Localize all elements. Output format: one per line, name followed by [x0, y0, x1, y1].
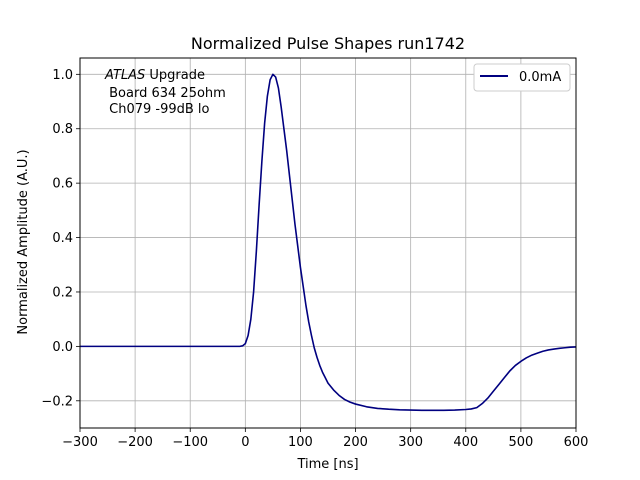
x-tick-label: −100: [172, 435, 208, 450]
legend-box: [473, 63, 571, 92]
x-tick-label: 0: [241, 435, 249, 450]
chart-title: Normalized Pulse Shapes run1742: [191, 34, 465, 53]
y-tick-label: 0.6: [52, 177, 73, 192]
y-tick-label: −0.2: [41, 394, 73, 409]
x-tick-label: 200: [343, 435, 368, 450]
x-tick-label: 300: [398, 435, 423, 450]
x-axis-label: Time [ns]: [296, 457, 358, 472]
y-tick-label: 0.0: [52, 340, 73, 355]
y-tick-label: 0.8: [52, 122, 73, 137]
annotation-line-2: Board 634 25ohm: [105, 86, 226, 101]
y-axis-label: Normalized Amplitude (A.U.): [16, 149, 31, 334]
series-layer: [80, 73, 577, 412]
x-tick-label: 100: [288, 435, 313, 450]
atlas-annotation: ATLAS Upgrade Board 634 25ohm Ch079 -99d…: [104, 68, 226, 117]
x-tick-label: 400: [453, 435, 478, 450]
series-line-0.0mA: [80, 73, 577, 412]
y-tick-label: 1.0: [52, 68, 73, 83]
plot-frame: [79, 57, 577, 429]
x-tick-label: −300: [62, 435, 98, 450]
annotation-line-3: Ch079 -99dB lo: [105, 102, 210, 117]
x-tick-label: −200: [117, 435, 153, 450]
annotation-atlas-italic: ATLAS: [104, 68, 145, 83]
legend-label: 0.0mA: [519, 70, 561, 85]
y-tick-label: 0.4: [52, 231, 73, 246]
legend: 0.0mA: [473, 63, 571, 92]
x-tick-label: 600: [564, 435, 589, 450]
x-tick-label: 500: [508, 435, 533, 450]
annotation-upgrade: Upgrade: [145, 68, 205, 83]
annotation-line-1: ATLAS Upgrade: [104, 68, 205, 83]
axis-ticks: −300 −200 −100 0 100 200 300 400 500 600 −0.2 0.0 0.…: [41, 68, 588, 450]
y-tick-label: 0.2: [52, 285, 73, 300]
